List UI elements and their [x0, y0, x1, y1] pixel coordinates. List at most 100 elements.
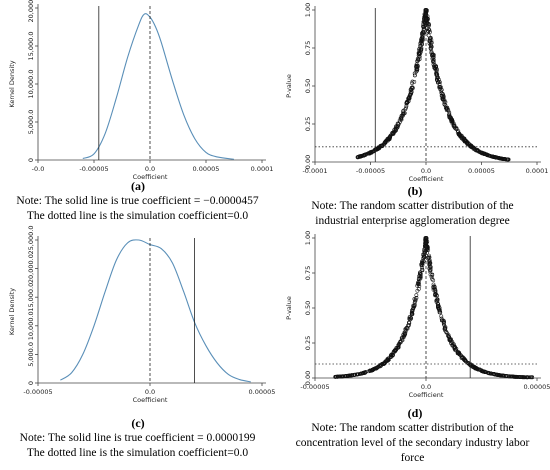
scatter-point — [396, 343, 401, 348]
scatter-point — [498, 156, 503, 161]
scatter-point — [408, 91, 413, 96]
y-tick-label: 5,000.0 — [27, 342, 35, 367]
x-tick-label: -0.0001 — [302, 167, 327, 175]
scatter-point — [451, 121, 456, 126]
scatter-point — [432, 285, 437, 290]
scatter-point — [428, 265, 432, 269]
scatter-point — [409, 312, 414, 317]
y-tick-label: 0.50 — [304, 79, 312, 93]
scatter-point — [522, 375, 527, 380]
scatter-point — [496, 373, 501, 377]
scatter-point — [427, 28, 432, 33]
scatter-point — [455, 351, 460, 356]
scatter-point — [417, 52, 422, 56]
scatter-point — [435, 78, 439, 83]
scatter-point — [434, 69, 439, 74]
y-tick-label: 0.75 — [304, 41, 312, 55]
scatter-point — [467, 362, 472, 366]
density-curve — [82, 13, 235, 160]
scatter-point — [420, 267, 425, 272]
scatter-point — [428, 39, 433, 44]
panel-label-b: (b) — [407, 184, 423, 198]
scatter-point — [461, 136, 466, 141]
scatter-point — [476, 367, 480, 372]
scatter-point — [433, 292, 437, 297]
x-tick-label: -0.00005 — [356, 167, 385, 175]
scatter-point — [347, 373, 352, 378]
scatter-point — [513, 374, 518, 379]
caption-c-line-1: Note: The solid line is true coefficient… — [19, 432, 256, 444]
scatter-point — [414, 293, 419, 298]
scatter-point — [424, 245, 429, 250]
scatter-point — [512, 374, 517, 379]
scatter-point — [406, 96, 411, 101]
scatter-point — [449, 337, 453, 342]
scatter-point — [399, 115, 404, 120]
scatter-point — [415, 56, 420, 61]
scatter-point — [407, 321, 412, 325]
scatter-point — [409, 87, 414, 92]
scatter-point — [444, 108, 449, 113]
scatter-point — [417, 284, 422, 289]
scatter-point — [502, 157, 507, 161]
scatter-point — [442, 327, 447, 331]
scatter-point — [395, 121, 400, 126]
x-tick-label: 0.00005 — [193, 165, 220, 173]
y-tick-label: 0.00 — [304, 155, 312, 169]
scatter-point — [472, 365, 476, 369]
scatter-point — [401, 112, 405, 117]
scatter-point — [421, 38, 425, 42]
scatter-point — [404, 105, 408, 110]
scatter-point — [483, 152, 488, 157]
scatter-point — [431, 53, 436, 57]
y-axis-label: Kernel Density — [8, 288, 16, 335]
caption-b-line-1: Note: The random scatter distribution of… — [311, 200, 514, 212]
scatter-point — [527, 375, 532, 380]
x-tick-label: 0.0 — [421, 383, 431, 391]
scatter-points — [333, 236, 535, 380]
scatter-point — [442, 323, 447, 327]
chart-panel-c: 0 5,000.0 10,000.0 15,000.0 20,000.0 25,000.0… — [0, 226, 275, 413]
chart-panel-b: 0.00 0.25 0.50 0.75 1.00 -0.0001 -0.00005 0.0 0.… — [275, 0, 550, 183]
scatter-point — [426, 29, 431, 34]
scatter-point — [407, 316, 412, 321]
y-tick-label: 5,000.0 — [27, 110, 35, 135]
y-tick-label: 20,000.0 — [27, 254, 35, 283]
y-axis-label: P-value — [285, 296, 293, 320]
caption-a-line-2: The dotted line is the simulation coeffi… — [26, 210, 249, 222]
scatter-point — [516, 375, 520, 379]
scatter-point — [410, 81, 414, 85]
scatter-point — [475, 147, 480, 152]
scatter-point — [473, 147, 478, 152]
x-axis-label: Coefficient — [409, 175, 444, 183]
scatter-point — [450, 119, 455, 124]
scatter-point — [495, 155, 499, 160]
scatter-point — [383, 139, 388, 144]
scatter-point — [456, 129, 461, 133]
caption-a: Note: The solid line is true coefficient… — [0, 194, 275, 224]
scatter-point — [389, 353, 393, 358]
x-tick-label: 0.0 — [421, 167, 431, 175]
scatter-point — [525, 375, 529, 380]
scatter-point — [428, 46, 433, 51]
scatter-point — [417, 44, 422, 49]
scatter-point — [416, 280, 421, 284]
y-tick-label: 1.00 — [304, 3, 312, 17]
scatter-point — [407, 315, 412, 320]
scatter-point — [434, 67, 439, 72]
y-tick-label: 15,000.0 — [27, 283, 35, 312]
scatter-point — [500, 373, 505, 378]
x-tick-label: -0.00005 — [23, 388, 52, 396]
scatter-point — [414, 69, 419, 74]
scatter-point — [437, 308, 442, 313]
scatter-point — [340, 374, 345, 379]
scatter-point — [453, 345, 458, 350]
scatter-point — [383, 140, 387, 145]
scatter-point — [430, 277, 435, 281]
scatter-point — [427, 256, 431, 261]
scatter-point — [458, 133, 463, 138]
caption-b-line-2: industrial enterprise agglomeration degr… — [315, 215, 510, 227]
y-tick-label: 10,000.0 — [27, 311, 35, 340]
density-curve — [60, 239, 251, 383]
scatter-point — [417, 48, 422, 53]
